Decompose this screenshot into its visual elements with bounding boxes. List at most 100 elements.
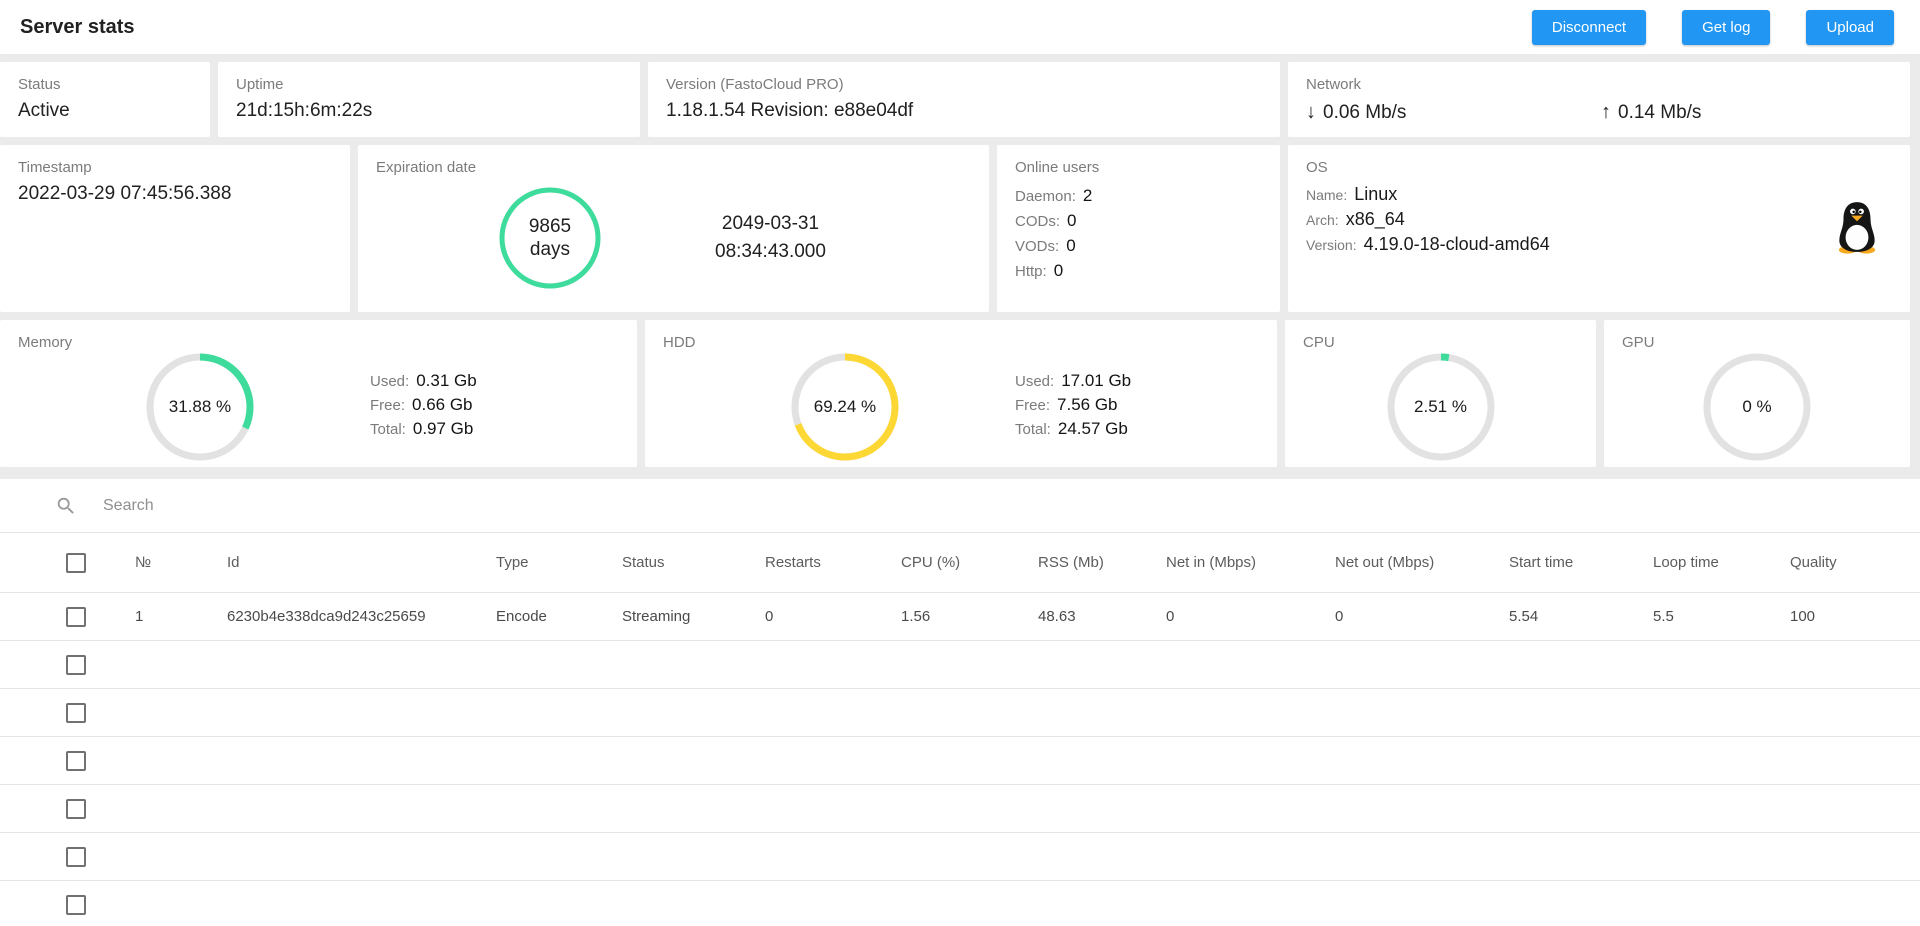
row-checkbox[interactable] [66,846,86,867]
gpu-card: GPU 0 % [1604,320,1910,467]
network-download-value: 0.06 Mb/s [1323,102,1407,123]
col-id: Id [227,554,240,571]
col-net-in: Net in (Mbps) [1166,554,1257,571]
col-restarts: Restarts [765,554,821,571]
table-empty-row [0,737,1920,785]
version-label: Version (FastoCloud PRO) [666,76,844,93]
cell-number: 1 [135,608,144,625]
hdd-total-value: 24.57 Gb [1057,419,1128,438]
get-log-button[interactable]: Get log [1682,9,1771,45]
hdd-total-line: Total: 24.57 Gb [1015,419,1131,439]
os-name-value: Linux [1354,184,1398,204]
uptime-card: Uptime 21d:15h:6m:22s [218,62,640,137]
expiration-days-value: 9865 [528,216,572,237]
row-checkbox[interactable] [66,606,86,627]
cell-id: 6230b4e338dca9d243c25659 [227,608,426,625]
hdd-free-value: 7.56 Gb [1057,395,1118,414]
hdd-total-label: Total: [1015,421,1051,438]
memory-total-line: Total: 0.97 Gb [370,419,477,439]
cpu-percent: 2.51 % [1414,397,1467,416]
status-label: Status [18,76,61,93]
timestamp-value: 2022-03-29 07:45:56.388 [18,183,232,204]
cell-restarts: 0 [765,608,774,625]
hdd-used-line: Used: 17.01 Gb [1015,371,1131,391]
memory-gauge: 31.88 % [145,352,255,462]
cell-quality: 100 [1790,608,1816,625]
row-checkbox[interactable] [66,654,86,675]
upload-button[interactable]: Upload [1806,9,1894,45]
online-users-cods: CODs: 0 [1015,211,1262,231]
streams-table: № Id Type Status Restarts CPU (%) RSS (M… [0,532,1920,926]
expiration-date-value: 2049-03-31 [721,213,820,234]
expiration-date: 2049-03-31 08:34:43.000 [715,210,826,266]
cell-start-time: 5.54 [1509,608,1539,625]
disconnect-button[interactable]: Disconnect [1531,9,1647,45]
cpu-label: CPU [1303,334,1335,351]
version-card: Version (FastoCloud PRO) 1.18.1.54 Revis… [648,62,1280,137]
status-card: Status Active [0,62,210,137]
page-title: Server stats [20,15,135,38]
table-empty-row [0,881,1920,926]
memory-used-line: Used: 0.31 Gb [370,371,477,391]
table-row[interactable]: 1 6230b4e338dca9d243c25659 Encode Stream… [0,593,1920,641]
cell-status: Streaming [622,608,691,625]
memory-used-label: Used: [370,373,410,390]
hdd-percent: 69.24 % [813,397,877,416]
search-bar [0,479,1920,532]
memory-card: Memory 31.88 % Used: 0.31 Gb Free: 0.66 … [0,320,637,467]
expiration-label: Expiration date [376,159,477,176]
select-all-checkbox[interactable] [66,552,86,573]
hdd-used-value: 17.01 Gb [1061,371,1132,390]
stats-row-3: Memory 31.88 % Used: 0.31 Gb Free: 0.66 … [0,320,1920,467]
vods-value: 0 [1066,236,1076,255]
table-empty-row [0,689,1920,737]
memory-percent: 31.88 % [168,397,232,416]
expiration-time-value: 08:34:43.000 [715,241,826,262]
online-users-daemon: Daemon: 2 [1015,186,1262,206]
gpu-percent: 0 % [1742,397,1772,416]
memory-free-value: 0.66 Gb [412,395,473,414]
os-arch-line: Arch: x86_64 [1306,209,1892,230]
gpu-label: GPU [1622,334,1655,351]
memory-label: Memory [18,334,73,351]
vods-label: VODs: [1015,238,1060,255]
col-loop-time: Loop time [1653,554,1719,571]
row-checkbox[interactable] [66,894,86,915]
os-arch-value: x86_64 [1345,209,1405,229]
streams-table-section: № Id Type Status Restarts CPU (%) RSS (M… [0,479,1920,926]
http-value: 0 [1053,261,1064,280]
os-version-label: Version: [1306,237,1357,253]
cods-label: CODs: [1015,213,1060,230]
memory-free-label: Free: [370,397,406,414]
cell-net-in: 0 [1166,608,1175,625]
uptime-label: Uptime [236,76,284,93]
row-checkbox[interactable] [66,702,86,723]
col-rss: RSS (Mb) [1038,554,1104,571]
topbar: Server stats Disconnect Get log Upload [0,0,1920,54]
cell-net-out: 0 [1335,608,1344,625]
hdd-free-line: Free: 7.56 Gb [1015,395,1131,415]
cell-cpu: 1.56 [901,608,931,625]
expiration-days-unit: days [529,239,571,260]
online-users-vods: VODs: 0 [1015,236,1262,256]
col-cpu: CPU (%) [901,554,961,571]
hdd-used-label: Used: [1015,373,1055,390]
os-arch-label: Arch: [1306,212,1339,228]
daemon-label: Daemon: [1015,188,1076,205]
stats-row-1: Status Active Uptime 21d:15h:6m:22s Vers… [0,62,1920,137]
online-users-label: Online users [1015,159,1100,176]
row-checkbox[interactable] [66,750,86,771]
row-checkbox[interactable] [66,798,86,819]
hdd-card: HDD 69.24 % Used: 17.01 Gb Free: 7.56 Gb [645,320,1277,467]
cell-rss: 48.63 [1038,608,1076,625]
col-status: Status [622,554,665,571]
cell-loop-time: 5.5 [1653,608,1674,625]
http-label: Http: [1015,263,1047,280]
expiration-ring-gauge [499,187,601,289]
version-value: 1.18.1.54 Revision: e88e04df [666,100,914,121]
cpu-card: CPU 2.51 % [1285,320,1596,467]
search-input[interactable] [103,496,603,515]
col-quality: Quality [1790,554,1837,571]
os-name-label: Name: [1306,187,1348,203]
timestamp-label: Timestamp [18,159,92,176]
